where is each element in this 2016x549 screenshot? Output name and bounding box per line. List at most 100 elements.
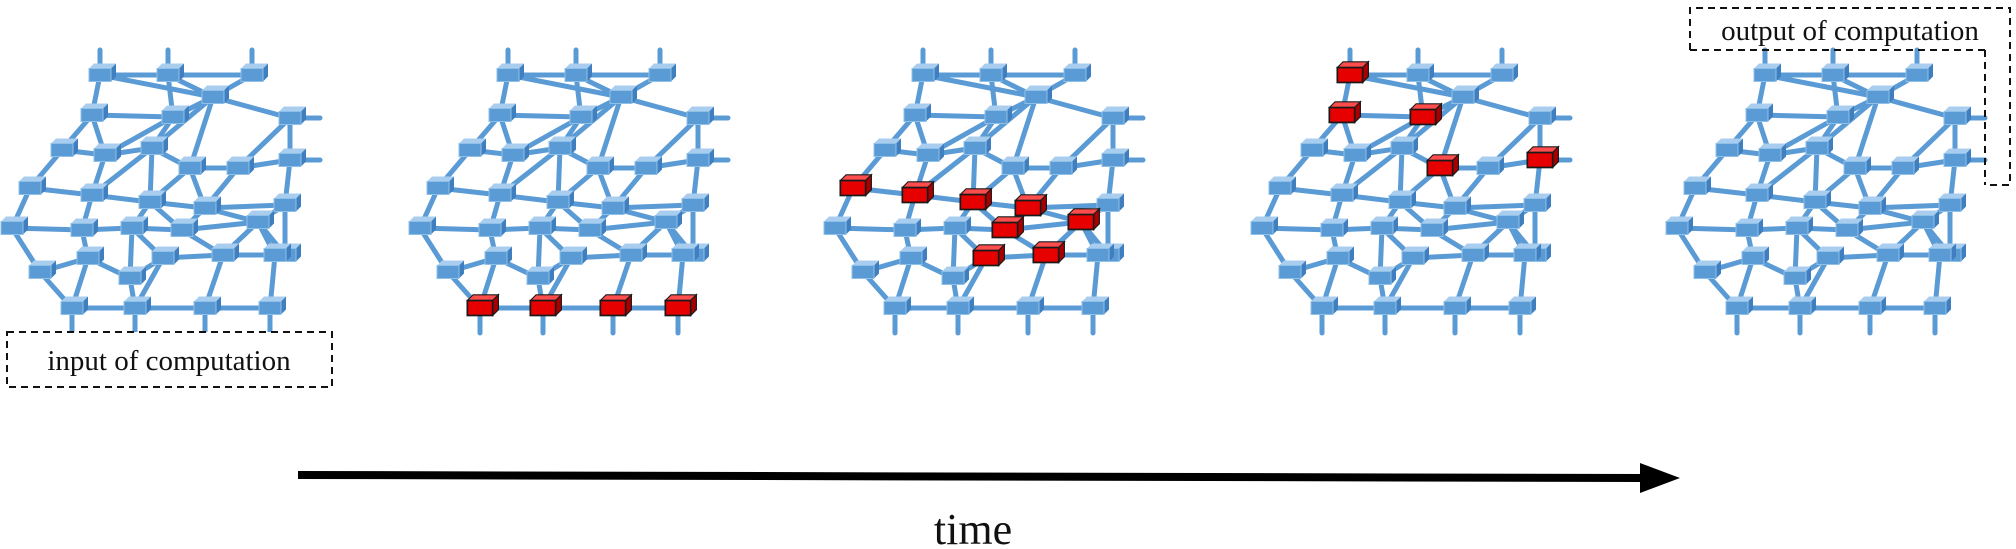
- active-node: [1525, 145, 1560, 169]
- active-node: [1066, 207, 1101, 231]
- node: [1343, 143, 1371, 162]
- node: [1476, 156, 1504, 175]
- node: [1693, 260, 1721, 279]
- node: [60, 296, 88, 315]
- node: [941, 266, 969, 285]
- node: [1370, 216, 1398, 235]
- active-node: [663, 293, 698, 317]
- node: [1816, 246, 1844, 265]
- node: [1938, 193, 1966, 212]
- node: [193, 296, 221, 315]
- node: [50, 138, 78, 157]
- nodes: [1665, 63, 1971, 315]
- node: [1443, 196, 1471, 215]
- node: [1785, 216, 1813, 235]
- node: [1821, 63, 1849, 82]
- node: [263, 243, 291, 262]
- edge: [187, 94, 216, 171]
- active-node: [1425, 153, 1460, 177]
- node: [1805, 136, 1833, 155]
- node: [193, 196, 221, 215]
- output-label-box: output of computation: [1689, 7, 2011, 186]
- node: [1523, 193, 1551, 212]
- active-node: [1031, 240, 1066, 264]
- node: [1858, 296, 1886, 315]
- node: [681, 193, 709, 212]
- node: [426, 176, 454, 195]
- node: [1001, 156, 1029, 175]
- edge: [1347, 72, 1466, 100]
- node: [1490, 63, 1518, 82]
- node: [138, 190, 166, 209]
- node: [1866, 85, 1894, 104]
- active-node: [598, 293, 633, 317]
- node: [80, 183, 108, 202]
- node: [1745, 183, 1773, 202]
- node: [586, 156, 614, 175]
- time-arrow: time: [297, 463, 1680, 549]
- node: [883, 296, 911, 315]
- node: [1826, 105, 1854, 124]
- node: [226, 156, 254, 175]
- node: [1876, 243, 1904, 262]
- node: [979, 63, 1007, 82]
- network-panels: [0, 47, 1988, 336]
- node: [1096, 193, 1124, 212]
- node: [1715, 138, 1743, 157]
- node: [1451, 85, 1479, 104]
- node: [240, 63, 268, 82]
- node: [1528, 106, 1556, 125]
- output-label: output of computation: [1721, 15, 1979, 47]
- active-node: [1327, 100, 1362, 124]
- node: [546, 190, 574, 209]
- node: [488, 103, 516, 122]
- edge: [505, 72, 624, 100]
- node: [88, 63, 116, 82]
- active-node: [1013, 193, 1048, 217]
- node: [1741, 246, 1769, 265]
- node: [1420, 218, 1448, 237]
- node: [201, 85, 229, 104]
- node: [634, 156, 662, 175]
- node: [1330, 183, 1358, 202]
- node: [488, 183, 516, 202]
- node: [28, 260, 56, 279]
- time-arrow-head: [1640, 463, 1680, 493]
- nodes: [0, 63, 306, 315]
- edge: [920, 72, 1039, 100]
- edge: [1852, 94, 1881, 171]
- nodes: [408, 63, 714, 317]
- node: [1016, 296, 1044, 315]
- node: [408, 216, 436, 235]
- node: [70, 218, 98, 237]
- node: [1843, 156, 1871, 175]
- node: [1101, 106, 1129, 125]
- network-panel-stage-3: [823, 47, 1146, 336]
- node: [178, 156, 206, 175]
- node: [1758, 143, 1786, 162]
- node: [1300, 138, 1328, 157]
- node: [823, 216, 851, 235]
- node: [1835, 218, 1863, 237]
- node: [851, 260, 879, 279]
- node: [601, 196, 629, 215]
- node: [564, 63, 592, 82]
- node: [1049, 156, 1077, 175]
- input-label: input of computation: [47, 345, 291, 377]
- node: [619, 243, 647, 262]
- node: [170, 218, 198, 237]
- active-node: [838, 173, 873, 197]
- node: [76, 246, 104, 265]
- active-node: [971, 243, 1006, 267]
- node: [1508, 296, 1536, 315]
- node: [1943, 148, 1971, 167]
- node: [686, 148, 714, 167]
- node: [478, 218, 506, 237]
- node: [528, 216, 556, 235]
- node: [1024, 85, 1052, 104]
- time-arrow-shaft: [297, 471, 1646, 482]
- node: [911, 63, 939, 82]
- node: [1911, 210, 1939, 229]
- network-panel-stage-4: [1250, 47, 1573, 336]
- node: [1788, 296, 1816, 315]
